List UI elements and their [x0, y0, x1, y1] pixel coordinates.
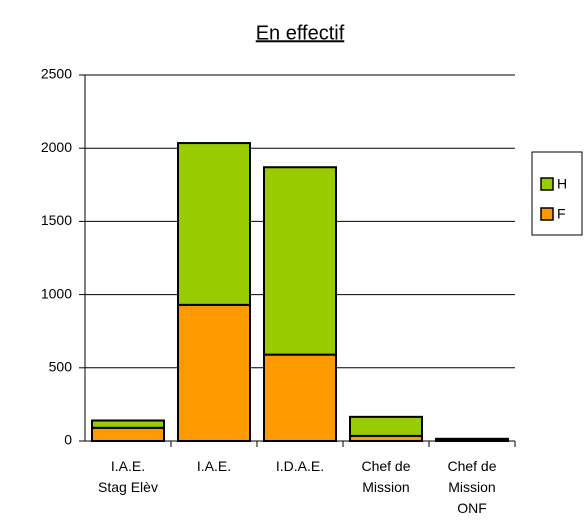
x-tick-label: I.D.A.E.	[276, 458, 324, 474]
x-tick-label: I.A.E.	[197, 458, 231, 474]
legend-swatch	[540, 177, 554, 191]
x-tick-label: I.A.E. Stag Elèv	[98, 458, 158, 495]
y-tick-label: 2000	[41, 139, 72, 155]
chart-title: En effectif	[256, 22, 345, 44]
y-tick-label: 1500	[41, 212, 72, 228]
bar-segment	[435, 437, 509, 442]
y-tick-label: 1000	[41, 285, 72, 301]
y-tick-label: 2500	[41, 66, 72, 82]
bar-segment	[91, 419, 165, 429]
bar-segment	[177, 142, 251, 306]
bar-segment	[91, 426, 165, 443]
legend-box	[531, 151, 583, 236]
bar-segment	[263, 353, 337, 442]
x-tick-label: Chef de Mission ONF	[447, 458, 496, 516]
bar-segment	[349, 415, 423, 437]
legend-swatch	[540, 207, 554, 221]
bar-segment	[263, 166, 337, 356]
x-tick-label: Chef de Mission	[361, 458, 410, 495]
y-tick-label: 500	[49, 359, 73, 375]
bar-segment	[177, 303, 251, 442]
legend-label: F	[557, 206, 566, 222]
y-tick-label: 0	[64, 432, 72, 448]
legend-label: H	[557, 176, 567, 192]
